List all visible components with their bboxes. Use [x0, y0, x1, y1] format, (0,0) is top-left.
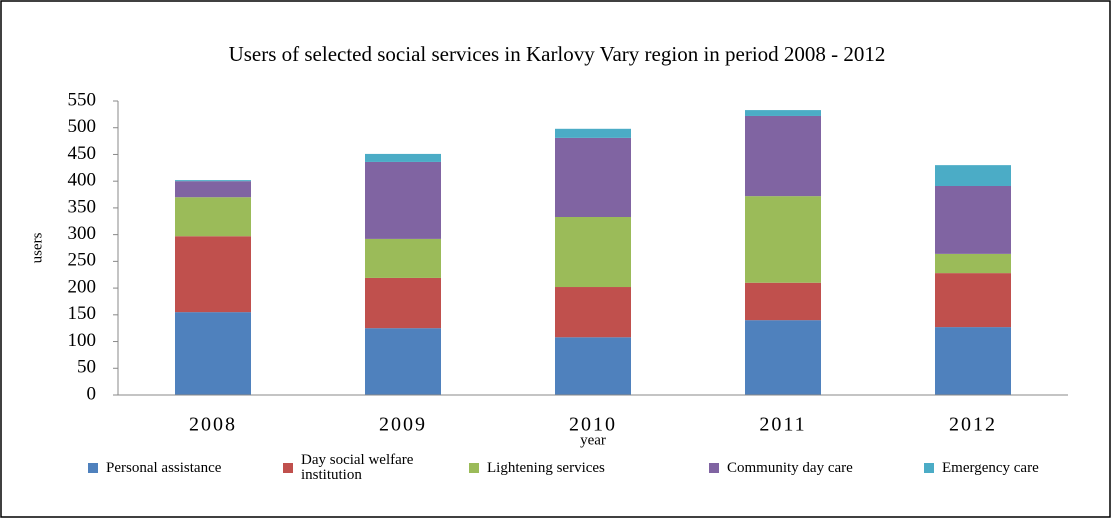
legend-label: Emergency care	[942, 459, 1039, 476]
legend-swatch	[283, 463, 293, 473]
x-tick-label: 2008	[189, 414, 237, 436]
legend-swatch	[709, 463, 719, 473]
x-tick-label: 2010	[569, 414, 617, 436]
bar-segment	[175, 312, 251, 395]
bar-segment	[935, 253, 1011, 274]
bar-segment	[935, 165, 1011, 186]
bar-segment	[745, 110, 821, 116]
x-tick-label: 2011	[759, 414, 806, 436]
bar-segment	[745, 320, 821, 395]
legend-item: Community day care	[709, 448, 853, 488]
bar-segment	[365, 153, 441, 162]
bar-segment	[555, 216, 631, 288]
legend-swatch	[88, 463, 98, 473]
legend-label: Day social welfare institution	[301, 452, 414, 483]
y-tick-label: 550	[68, 89, 97, 110]
y-tick-label: 300	[68, 223, 97, 244]
bar-segment	[555, 128, 631, 138]
y-tick-label: 450	[68, 143, 97, 164]
legend-swatch	[469, 463, 479, 473]
y-tick-label: 500	[68, 116, 97, 137]
bar-segment	[175, 180, 251, 182]
bar-segment	[745, 115, 821, 197]
bar-segment	[175, 236, 251, 313]
bar-segment	[555, 337, 631, 395]
bar-segment	[745, 282, 821, 321]
bar-segment	[555, 287, 631, 338]
y-tick-label: 0	[87, 383, 97, 404]
legend-label: Lightening services	[487, 459, 605, 476]
y-tick-label: 200	[68, 276, 97, 297]
bar-segment	[175, 181, 251, 198]
legend-label: Community day care	[727, 459, 853, 476]
bar-segment	[365, 161, 441, 239]
legend-item: Day social welfare institution	[283, 448, 421, 488]
y-tick-label: 100	[68, 330, 97, 351]
x-tick-label: 2012	[949, 414, 997, 436]
x-tick-label: 2009	[379, 414, 427, 436]
bar-segment	[365, 328, 441, 395]
legend-swatch	[924, 463, 934, 473]
chart-title: Users of selected social services in Kar…	[229, 42, 886, 66]
legend-label: Personal assistance	[106, 459, 222, 476]
y-tick-label: 400	[68, 170, 97, 191]
y-tick-label: 250	[68, 250, 97, 271]
y-axis-label: users	[29, 232, 45, 263]
y-tick-label: 350	[68, 196, 97, 217]
bar-segment	[935, 327, 1011, 395]
bar-segment	[175, 197, 251, 237]
bar-segment	[555, 137, 631, 217]
legend-item: Lightening services	[469, 448, 605, 488]
bar-segment	[365, 238, 441, 278]
legend-item: Emergency care	[924, 448, 1039, 488]
bar-segment	[935, 185, 1011, 254]
bar-segment	[935, 273, 1011, 328]
legend: Personal assistance Day social welfare in…	[80, 448, 1110, 488]
x-axis-label: year	[580, 432, 606, 448]
y-tick-label: 50	[77, 357, 96, 378]
legend-item: Personal assistance	[88, 448, 221, 488]
bar-segment	[745, 196, 821, 283]
y-tick-label: 150	[68, 303, 97, 324]
bar-segment	[365, 277, 441, 329]
